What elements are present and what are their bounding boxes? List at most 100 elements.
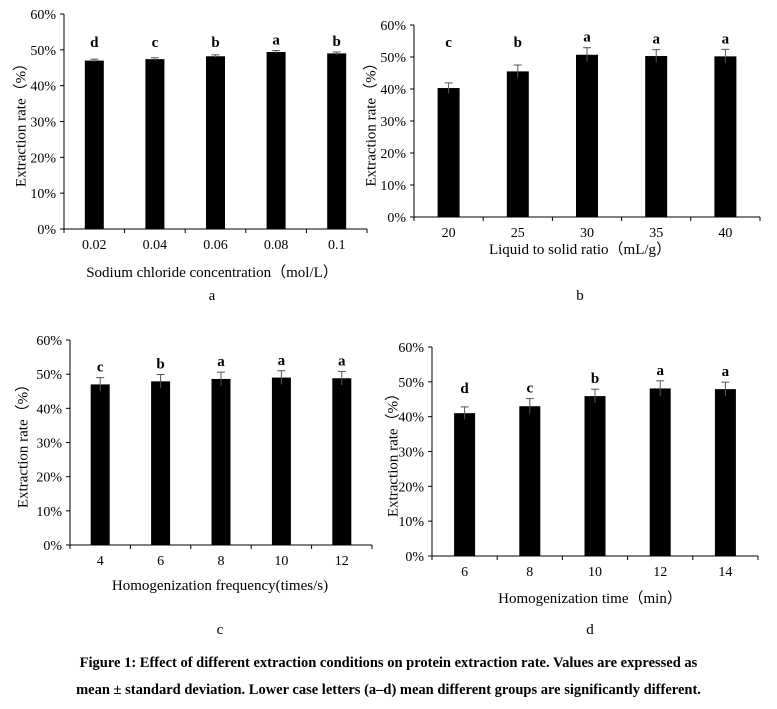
y-tick-label: 20% — [30, 151, 56, 166]
figure-charts: 0%10%20%30%40%50%60%0.02d0.04c0.06b0.08a… — [12, 8, 761, 638]
significance-letter: a — [583, 30, 591, 46]
bar — [151, 381, 171, 545]
bar — [714, 389, 736, 556]
bar — [437, 88, 460, 217]
x-tick-label: 6 — [461, 565, 468, 580]
x-tick-label: 8 — [526, 565, 533, 580]
significance-letter: c — [152, 35, 159, 51]
x-tick-label: 8 — [218, 554, 225, 569]
x-axis-title: Homogenization time（min） — [498, 590, 682, 607]
significance-letter: b — [591, 371, 599, 387]
significance-letter: d — [460, 381, 469, 397]
x-tick-label: 10 — [588, 565, 602, 580]
x-tick-label: 0.06 — [203, 238, 228, 253]
y-tick-label: 40% — [398, 411, 424, 426]
x-tick-label: 20 — [442, 226, 456, 241]
x-tick-label: 10 — [274, 554, 288, 569]
bar — [454, 413, 476, 556]
x-tick-label: 30 — [580, 226, 594, 241]
bar — [584, 396, 606, 556]
y-tick-label: 40% — [380, 83, 406, 98]
significance-letter: c — [526, 381, 533, 397]
y-tick-label: 10% — [398, 515, 424, 530]
x-axis-title: Liquid to solid ratio（mL/g） — [489, 241, 671, 258]
x-tick-label: 0.02 — [82, 238, 107, 253]
y-tick-label: 60% — [30, 8, 56, 23]
chart-panel-b: 0% 10% 20% 30% 40% 50% 60% 20 c 25 b 30 a 35 a 40 a Extra… — [362, 19, 761, 304]
x-tick-label: 35 — [649, 226, 663, 241]
bar — [649, 388, 671, 556]
bar — [266, 51, 286, 229]
significance-letter: a — [656, 363, 664, 379]
y-tick-label: 10% — [30, 187, 56, 202]
y-tick-label: 50% — [380, 51, 406, 66]
x-tick-label: 4 — [97, 554, 104, 569]
y-axis-title: Extraction rate（%） — [362, 55, 379, 186]
significance-letter: d — [90, 35, 99, 51]
y-tick-label: 30% — [380, 115, 406, 130]
y-tick-label: 0% — [387, 211, 406, 226]
chart-panel-d: 0% 10% 20% 30% 40% 50% 60% 6 d 8 c 10 b 12 a 14 a Extract… — [384, 341, 759, 638]
y-tick-label: 30% — [30, 116, 56, 131]
x-tick-label: 0.08 — [264, 238, 289, 253]
y-axis-title: Extraction rate（%） — [12, 56, 29, 187]
significance-letter: a — [272, 33, 280, 49]
panel-label: d — [586, 622, 594, 638]
x-tick-label: 12 — [653, 565, 667, 580]
bar — [206, 56, 225, 230]
y-tick-label: 30% — [398, 446, 424, 461]
bar — [519, 406, 541, 556]
significance-letter: b — [211, 35, 219, 51]
significance-letter: c — [97, 360, 104, 376]
bar — [645, 56, 668, 217]
y-tick-label: 0% — [405, 550, 424, 565]
y-tick-label: 20% — [36, 471, 62, 486]
x-tick-label: 12 — [335, 554, 349, 569]
caption-line-1: Figure 1: Effect of different extraction… — [79, 655, 698, 671]
bar — [271, 377, 291, 545]
panel-label: b — [576, 288, 584, 304]
y-tick-label: 20% — [398, 480, 424, 495]
y-tick-label: 20% — [380, 147, 406, 162]
y-tick-label: 30% — [36, 437, 62, 452]
y-tick-label: 0% — [37, 223, 56, 238]
x-tick-label: 0.04 — [143, 238, 168, 253]
significance-letter: a — [217, 354, 225, 370]
significance-letter: b — [514, 35, 522, 51]
y-tick-label: 10% — [380, 179, 406, 194]
y-tick-label: 0% — [43, 539, 62, 554]
significance-letter: a — [652, 32, 660, 48]
panel-label: a — [209, 288, 216, 304]
bar — [506, 71, 529, 218]
x-tick-label: 40 — [718, 226, 732, 241]
x-tick-label: 14 — [718, 565, 732, 580]
chart-panel-a: 0% 10% 20% 30% 40% 50% 60% 0.02 d 0.04 c 0.06 b 0.08 a… — [12, 8, 368, 304]
significance-letter: a — [722, 364, 730, 380]
y-tick-label: 50% — [36, 368, 62, 383]
y-tick-label: 60% — [36, 334, 62, 349]
x-axis-title: Sodium chloride concentration（mol/L） — [86, 264, 338, 281]
panel-label: c — [217, 622, 224, 638]
chart-panel-c: 0% 10% 20% 30% 40% 50% 60% 4 c 6 b 8 a 10 a 12 a Extracti… — [14, 334, 373, 638]
significance-letter: b — [156, 357, 164, 373]
figure-caption: Figure 1: Effect of different extraction… — [0, 650, 777, 704]
bar — [211, 378, 231, 545]
significance-letter: a — [338, 353, 346, 369]
y-tick-label: 10% — [36, 505, 62, 520]
y-axis-title: Extraction rate（%） — [14, 377, 31, 508]
bar — [84, 60, 104, 230]
bar — [576, 54, 598, 218]
y-tick-label: 40% — [36, 402, 62, 417]
caption-line-2: mean ± standard deviation. Lower case le… — [76, 682, 701, 698]
x-tick-label: 0.1 — [328, 238, 346, 253]
significance-letter: b — [333, 34, 341, 50]
bar — [332, 378, 352, 545]
y-axis-title: Extraction rate（%） — [384, 386, 401, 517]
y-tick-label: 60% — [398, 341, 424, 356]
bar — [90, 384, 110, 545]
bar — [327, 53, 347, 229]
significance-letter: c — [445, 35, 452, 51]
bar — [145, 59, 165, 230]
x-tick-label: 6 — [157, 554, 164, 569]
y-tick-label: 60% — [380, 19, 406, 34]
